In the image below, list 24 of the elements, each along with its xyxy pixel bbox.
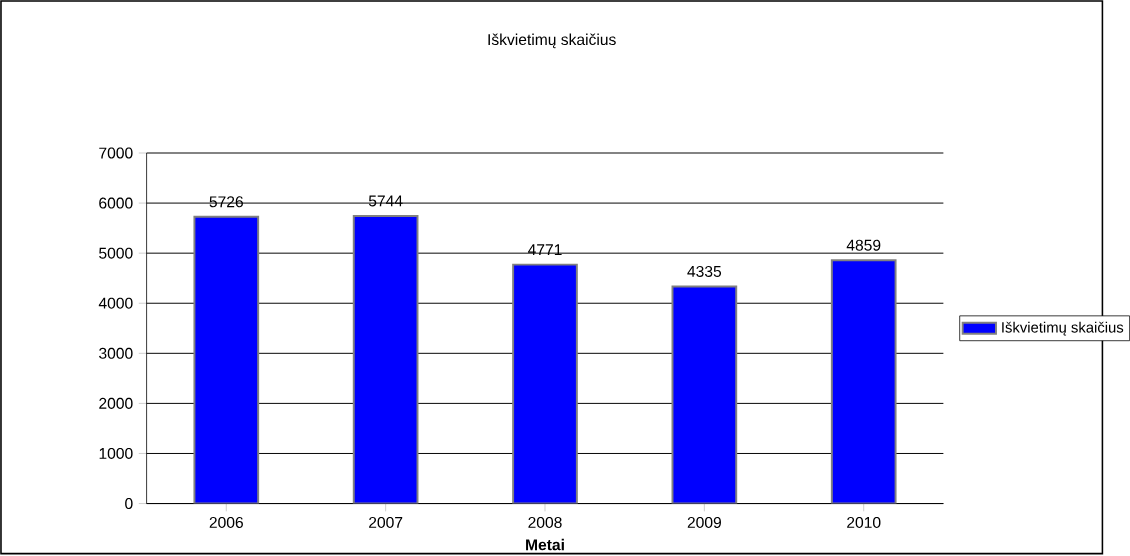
x-tick-label: 2009: [687, 517, 721, 529]
y-tick-label: 0: [125, 498, 133, 510]
chart-title: Iškvietimų skaičius: [488, 33, 616, 49]
y-tick-label: 1000: [99, 448, 133, 460]
x-tick-label: 2006: [209, 517, 243, 529]
bar: [671, 285, 738, 504]
bar: [512, 263, 578, 504]
y-tick-label: 6000: [99, 197, 133, 209]
data-label: 4335: [687, 266, 722, 278]
data-label: 4771: [527, 244, 562, 256]
y-tick-label: 3000: [99, 348, 133, 360]
x-tick-label: 2010: [847, 517, 881, 529]
x-tick-label: 2008: [528, 517, 562, 529]
bar: [830, 259, 897, 504]
bar: [352, 215, 419, 504]
y-tick-label: 4000: [98, 297, 133, 310]
x-axis-title: Metai: [526, 539, 564, 551]
x-tick-label: 2007: [369, 517, 403, 529]
data-label: 4859: [846, 239, 881, 251]
y-tick-label: 2000: [99, 398, 133, 410]
y-tick-label: 7000: [99, 147, 133, 159]
legend-label: Iškvietimų skaičius: [1002, 321, 1124, 336]
y-tick-label: 5000: [99, 247, 133, 259]
bar: [193, 216, 260, 504]
